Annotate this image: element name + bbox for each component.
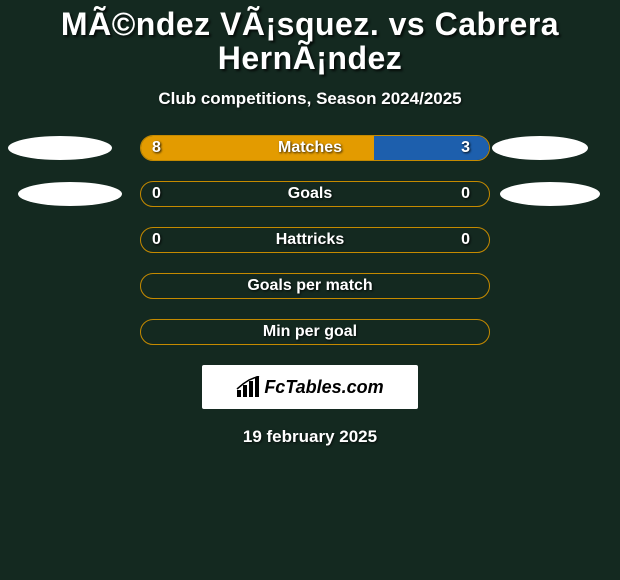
subtitle: Club competitions, Season 2024/2025 (0, 89, 620, 109)
comparison-row: Hattricks00 (0, 227, 620, 253)
comparison-row: Goals00 (0, 181, 620, 207)
bar-right-fill (374, 136, 489, 160)
bar-track (140, 227, 490, 253)
date-text: 19 february 2025 (0, 427, 620, 447)
player-right-ellipse (500, 182, 600, 206)
brand-text: FcTables.com (264, 377, 383, 398)
bar-left-fill (141, 136, 374, 160)
comparison-rows: Matches83 Goals00 Hattricks00 Goals per mat… (0, 135, 620, 345)
player-right-ellipse (492, 136, 588, 160)
bar-track (140, 181, 490, 207)
bar-track (140, 319, 490, 345)
page-title: MÃ©ndez VÃ¡squez. vs Cabrera HernÃ¡ndez (0, 6, 620, 81)
comparison-row: Goals per match (0, 273, 620, 299)
brand-box: FcTables.com (202, 365, 418, 409)
player-left-ellipse (18, 182, 122, 206)
bar-track (140, 273, 490, 299)
comparison-row: Matches83 (0, 135, 620, 161)
page-root: MÃ©ndez VÃ¡squez. vs Cabrera HernÃ¡ndez … (0, 0, 620, 580)
player-left-ellipse (8, 136, 112, 160)
bar-track (140, 135, 490, 161)
comparison-row: Min per goal (0, 319, 620, 345)
bar-chart-icon (236, 376, 262, 398)
